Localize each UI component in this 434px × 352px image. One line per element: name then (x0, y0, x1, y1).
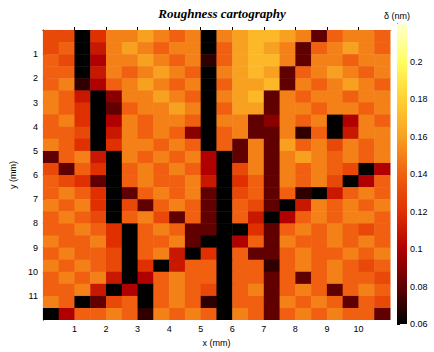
svg-text:Roughness cartography: Roughness cartography (157, 6, 286, 21)
svg-text:3: 3 (33, 98, 38, 108)
svg-text:y (mm): y (mm) (8, 161, 18, 189)
svg-text:7: 7 (33, 194, 38, 204)
svg-text:4: 4 (33, 122, 38, 132)
svg-text:0.1: 0.1 (410, 244, 423, 254)
svg-text:8: 8 (293, 324, 298, 334)
svg-text:5: 5 (33, 146, 38, 156)
svg-text:0.16: 0.16 (410, 132, 428, 142)
svg-text:0.2: 0.2 (410, 57, 423, 67)
svg-text:0.06: 0.06 (410, 319, 428, 329)
svg-text:0.14: 0.14 (410, 169, 428, 179)
svg-text:1: 1 (33, 49, 38, 59)
svg-text:3: 3 (135, 324, 140, 334)
svg-text:0.18: 0.18 (410, 94, 428, 104)
svg-text:4: 4 (167, 324, 172, 334)
svg-text:9: 9 (33, 243, 38, 253)
svg-text:11: 11 (29, 291, 38, 301)
svg-text:1: 1 (72, 324, 77, 334)
svg-text:6: 6 (230, 324, 235, 334)
svg-text:7: 7 (261, 324, 266, 334)
svg-text:0.12: 0.12 (410, 207, 428, 217)
svg-text:5: 5 (198, 324, 203, 334)
svg-text:9: 9 (324, 324, 329, 334)
svg-text:10: 10 (28, 267, 38, 277)
svg-text:6: 6 (33, 170, 38, 180)
svg-text:x (mm): x (mm) (202, 338, 230, 348)
svg-text:2: 2 (104, 324, 109, 334)
svg-text:2: 2 (33, 73, 38, 83)
svg-text:δ (nm): δ (nm) (384, 11, 410, 21)
svg-text:0.08: 0.08 (410, 282, 428, 292)
svg-text:8: 8 (33, 218, 38, 228)
svg-text:10: 10 (353, 324, 363, 334)
